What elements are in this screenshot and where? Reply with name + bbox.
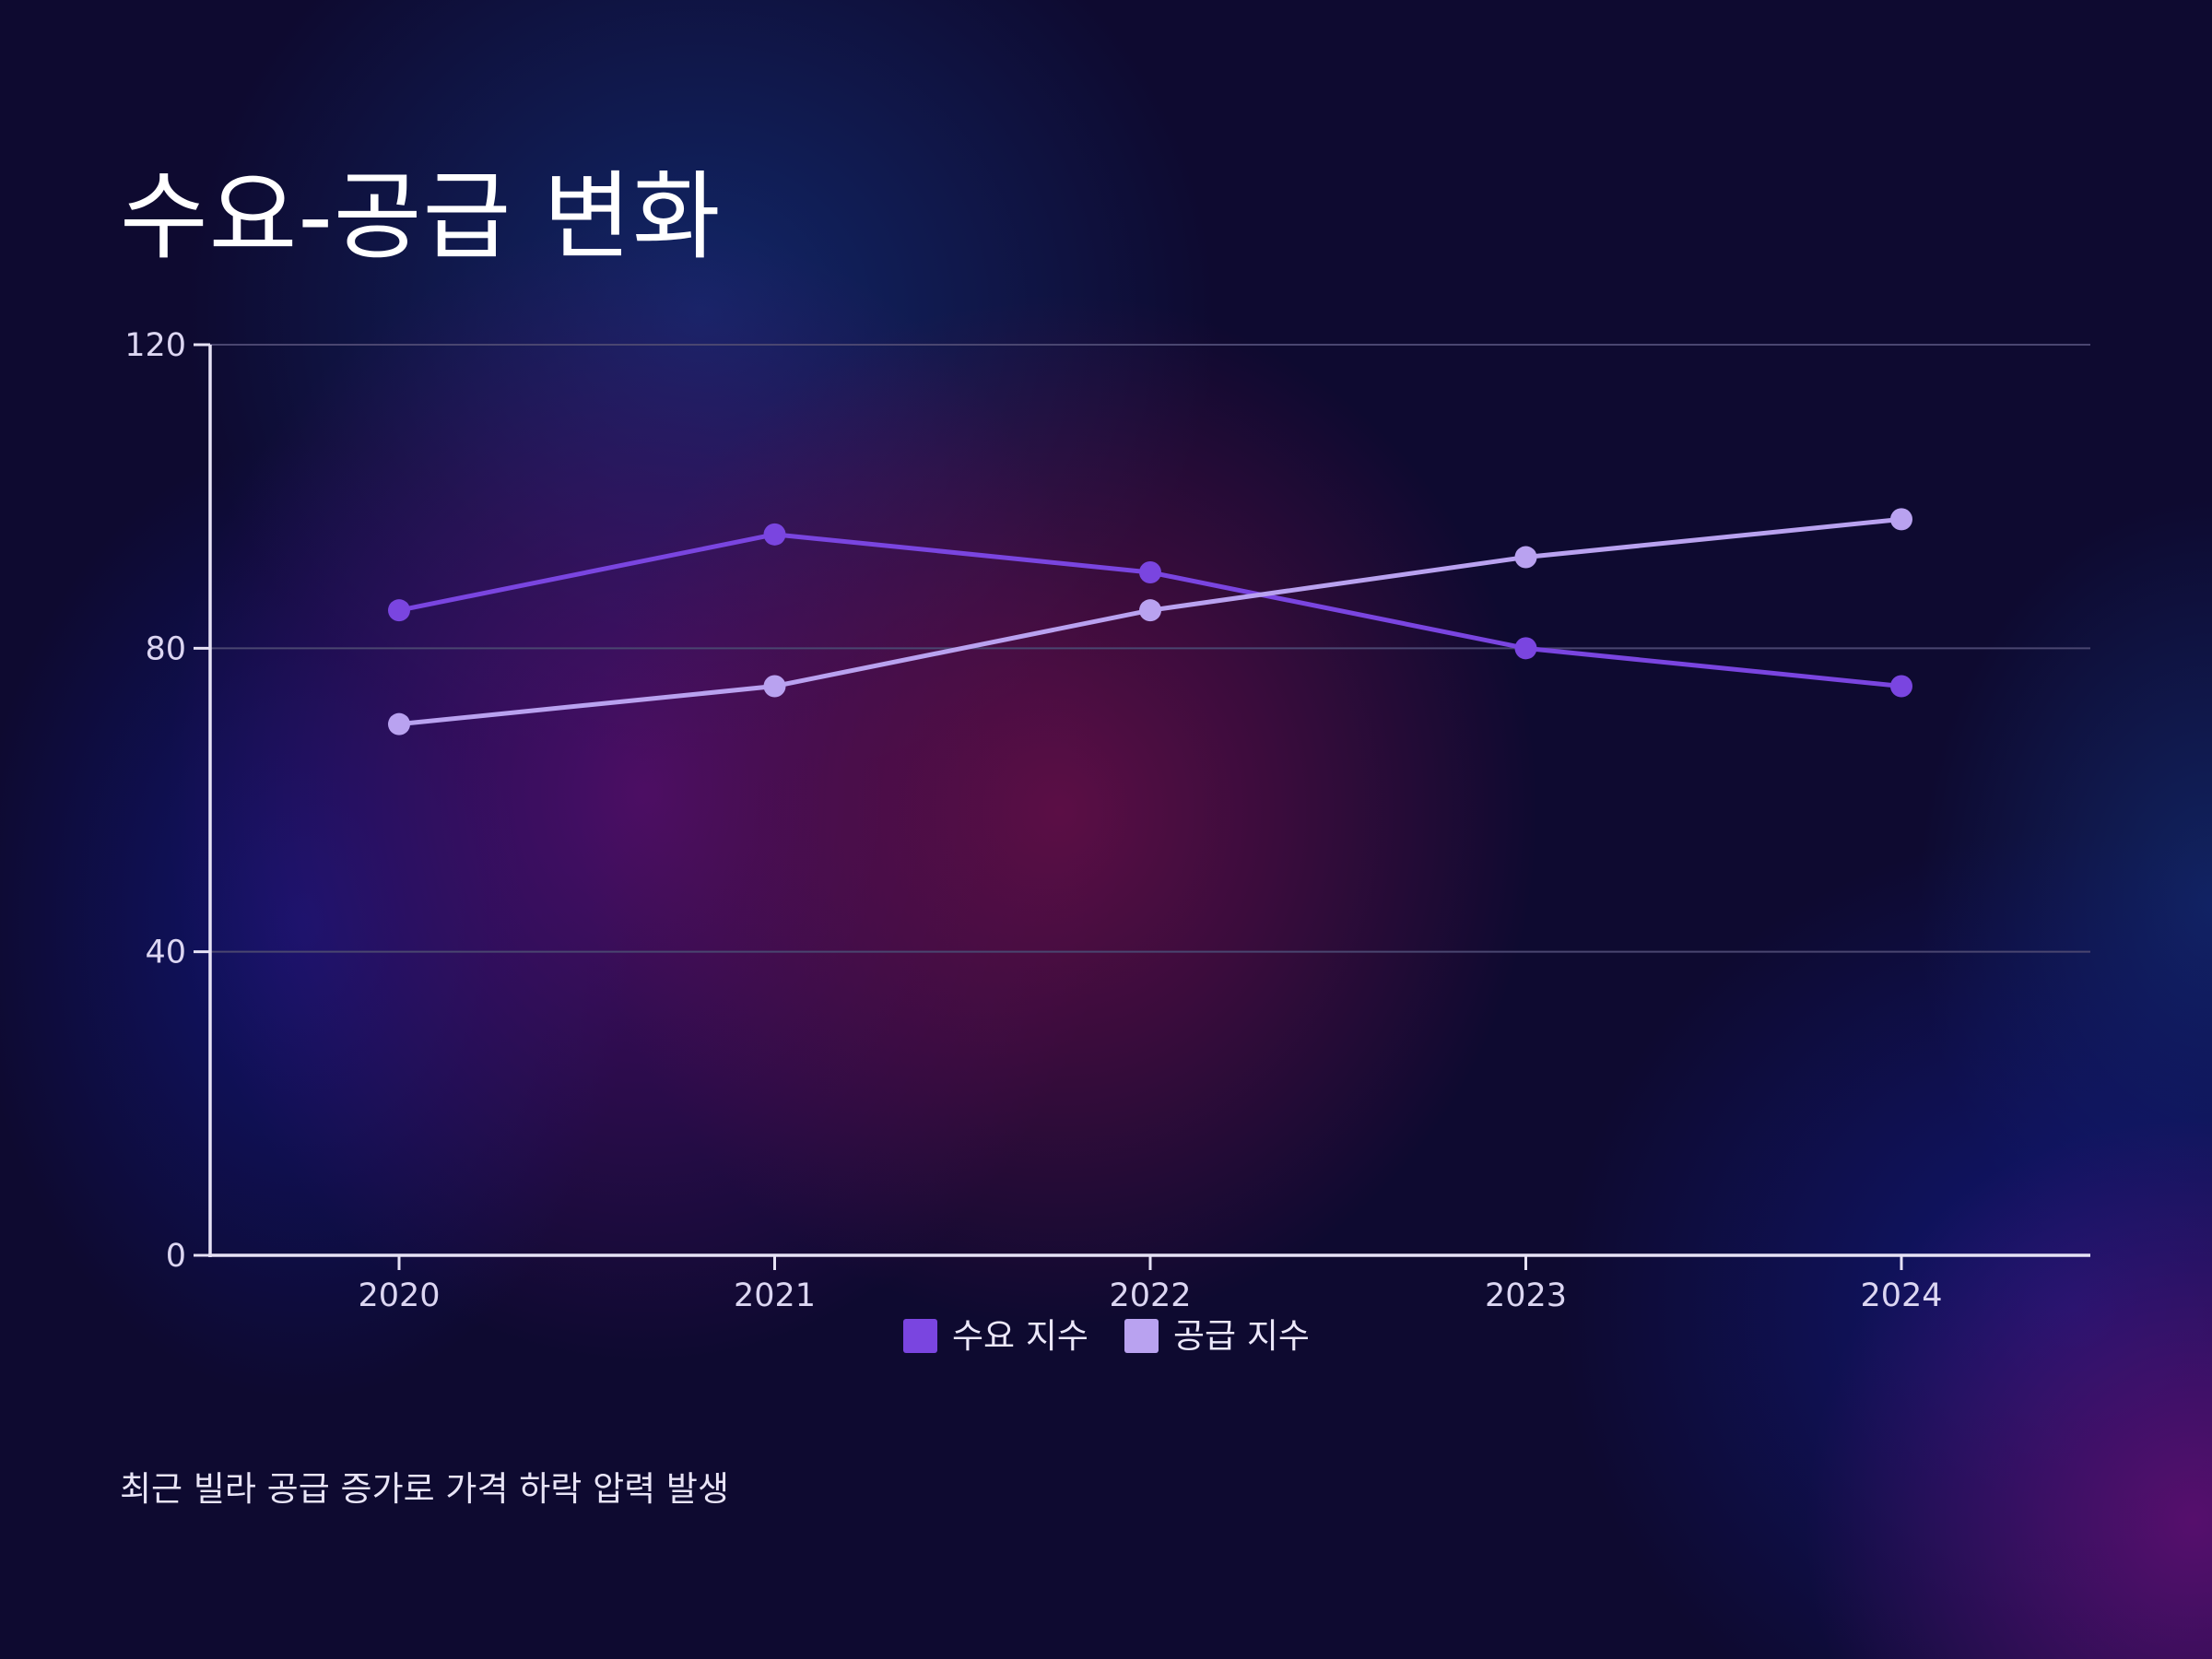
legend-label: 공급 지수 bbox=[1173, 1316, 1310, 1356]
data-point bbox=[1890, 508, 1912, 531]
x-tick-label: 2022 bbox=[1109, 1277, 1191, 1314]
legend-swatch bbox=[903, 1319, 937, 1353]
y-tick-label: 40 bbox=[145, 935, 186, 971]
data-point bbox=[1139, 599, 1161, 622]
legend: 수요 지수 공급 지수 bbox=[903, 1316, 1310, 1356]
grid-lines bbox=[210, 344, 2090, 953]
series-line-supply bbox=[396, 516, 1904, 727]
x-tick-label: 2020 bbox=[358, 1277, 440, 1314]
data-point bbox=[1514, 546, 1537, 569]
series-lines bbox=[388, 508, 1912, 735]
legend-label: 수요 지수 bbox=[952, 1316, 1088, 1356]
x-tick-label: 2024 bbox=[1860, 1277, 1942, 1314]
chart-title: 수요-공급 변화 bbox=[120, 160, 722, 273]
data-point bbox=[1139, 561, 1161, 583]
y-tick-label: 120 bbox=[124, 327, 186, 364]
data-point bbox=[1514, 637, 1537, 660]
data-point bbox=[1890, 675, 1912, 698]
legend-swatch bbox=[1124, 1319, 1159, 1353]
y-tick-label: 0 bbox=[166, 1238, 186, 1275]
axes: 0 40 80 120 2020 2021 2022 2023 2024 bbox=[124, 327, 2090, 1314]
footnote: 최근 빌라 공급 증가로 가격 하락 압력 발생 bbox=[120, 1469, 730, 1509]
data-point bbox=[763, 675, 786, 698]
x-tick-label: 2021 bbox=[734, 1277, 816, 1314]
data-point bbox=[763, 523, 786, 546]
data-point bbox=[388, 599, 410, 622]
y-tick-label: 80 bbox=[145, 630, 186, 667]
x-tick-label: 2023 bbox=[1485, 1277, 1567, 1314]
data-point bbox=[388, 712, 410, 735]
